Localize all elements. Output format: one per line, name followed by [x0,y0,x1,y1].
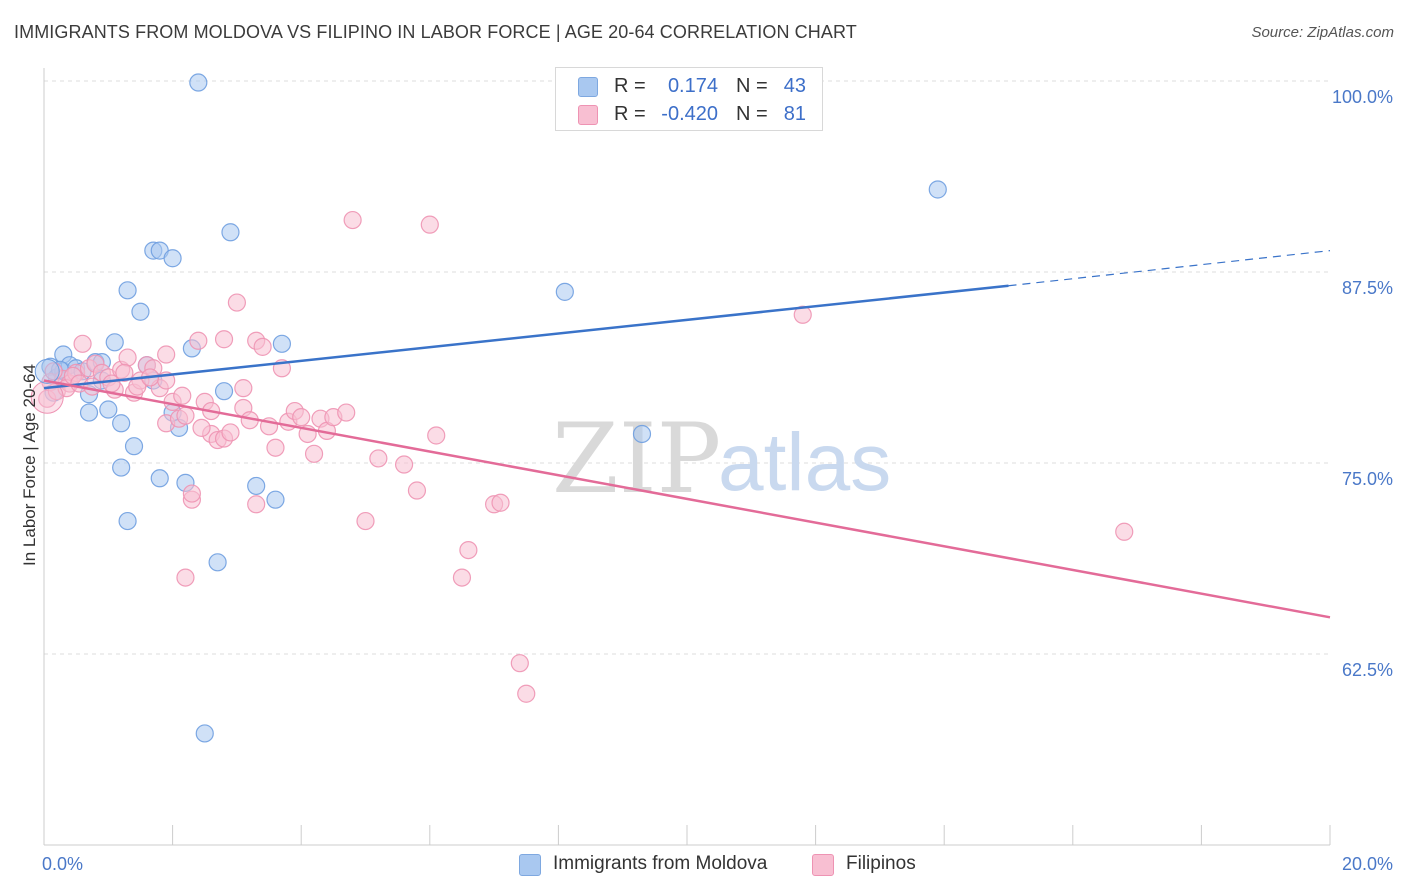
point-filipinos [247,495,266,514]
point-filipinos [157,345,176,364]
trend-lines [43,250,1331,619]
legend-r-value: -0.420 [661,103,718,125]
point-moldova [632,424,652,444]
point-moldova [221,223,240,242]
series-label-moldova: Immigrants from Moldova [553,853,768,874]
point-filipinos [266,438,285,457]
point-filipinos [517,684,536,703]
point-filipinos [234,379,253,398]
watermark-atlas: atlas [718,417,891,508]
point-filipinos [793,305,812,324]
legend-r-label: R = [614,75,646,97]
point-moldova [208,553,227,572]
point-filipinos [1115,522,1134,541]
legend-r-value: 0.174 [667,75,718,97]
point-filipinos [369,449,388,468]
point-filipinos [189,331,208,350]
legend-n-label: N = [736,75,768,97]
point-moldova [124,437,144,456]
point-moldova [272,334,292,353]
point-filipinos [427,426,446,445]
legend-n-label: N = [736,103,768,125]
watermark: ZIP atlas [552,403,891,515]
point-moldova [112,414,131,433]
point-filipinos [221,423,240,442]
series-swatch-filipinos [812,854,834,876]
point-moldova [195,724,214,743]
point-filipinos [73,334,92,353]
point-moldova [79,403,99,422]
series-legend: Immigrants from Moldova Filipinos [0,852,1406,878]
legend-n-value: 81 [783,103,806,125]
point-filipinos [227,293,246,312]
point-moldova [266,490,285,509]
point-filipinos [491,493,510,512]
point-moldova [247,476,266,496]
point-moldova [118,281,137,300]
correlation-legend: R = 0.174 N = 43 R = -0.420 N = 81 [555,67,823,131]
point-filipinos [420,215,439,234]
y-tick-label: 87.5% [1342,278,1393,298]
point-moldova [214,382,234,401]
point-filipinos [510,654,529,673]
trend-line-moldova-projection [1008,250,1331,287]
point-filipinos [182,484,201,503]
tick-labels: 100.0% 87.5% 75.0% 62.5% 0.0% 20.0% [42,87,1393,874]
point-filipinos [176,568,195,587]
point-moldova [112,458,131,477]
point-moldova [99,400,118,419]
trend-line-filipinos [43,379,1331,619]
legend-r-label: R = [614,103,646,125]
point-filipinos [292,408,311,427]
point-filipinos [118,348,137,367]
point-filipinos [459,540,478,560]
chart-title: IMMIGRANTS FROM MOLDOVA VS FILIPINO IN L… [14,22,857,42]
legend-n-value: 43 [783,75,806,97]
point-filipinos [304,444,324,463]
y-tick-label: 62.5% [1342,660,1393,680]
point-filipinos [407,481,427,500]
watermark-zip: ZIP [552,403,721,515]
point-cluster-moldova [34,358,60,384]
point-moldova [150,469,169,488]
point-filipinos [176,406,195,425]
point-moldova [131,302,150,321]
point-moldova [555,282,574,301]
x-tick-label: 20.0% [1342,854,1393,874]
point-filipinos [343,210,362,230]
point-moldova [189,73,208,92]
y-tick-label: 75.0% [1342,469,1393,489]
point-moldova [118,511,137,531]
point-moldova [163,249,182,268]
legend-row-moldova: R = 0.174 N = 43 [556,72,822,100]
trend-line-moldova [43,284,1009,390]
point-filipinos [115,363,134,382]
x-tick-label: 0.0% [42,854,83,874]
axes [43,68,1331,846]
y-tick-label: 100.0% [1332,87,1393,107]
legend-swatch-moldova [578,77,598,97]
source-credit: Source: ZipAtlas.com [1251,24,1394,41]
point-filipinos [452,568,472,587]
y-axis-label: In Labor Force | Age 20-64 [20,364,39,566]
point-moldova [928,180,947,199]
point-filipinos [83,377,102,396]
series-label-filipinos: Filipinos [846,853,916,874]
point-filipinos [214,330,234,349]
point-filipinos [192,418,211,437]
point-filipinos [44,362,63,381]
legend-row-filipinos: R = -0.420 N = 81 [556,100,822,128]
point-filipinos [337,403,356,422]
point-filipinos [173,386,192,405]
series-swatch-moldova [519,854,541,876]
point-moldova [105,333,124,352]
point-filipinos [253,337,272,356]
point-filipinos [356,511,375,531]
legend-swatch-filipinos [578,105,598,125]
point-filipinos [394,455,414,474]
